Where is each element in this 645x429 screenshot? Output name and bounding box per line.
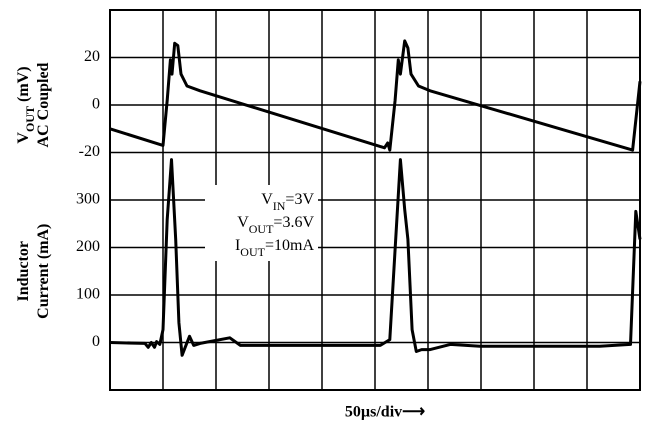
y-tick-label: 0 — [92, 96, 100, 113]
annotation-part: =10mA — [265, 237, 314, 254]
y-tick-label: 200 — [76, 238, 100, 255]
annotation-part: =3V — [285, 191, 314, 208]
y-axis-label: AC Coupled — [35, 62, 52, 147]
annotation-part: =3.6V — [273, 214, 314, 231]
y-axis-label-part: V — [15, 132, 32, 144]
y-tick-label: 100 — [76, 286, 100, 303]
annotation-part: V — [237, 214, 249, 231]
annotation-part: I — [235, 237, 240, 254]
trace — [109, 158, 642, 357]
annotation: IOUT=10mA — [235, 237, 314, 259]
y-axis-label: VOUT (mV) — [15, 66, 37, 143]
y-axis-label: Inductor — [15, 241, 32, 301]
annotation-part: V — [261, 191, 273, 208]
y-axis-label-part: Current (mA) — [35, 224, 52, 319]
annotation-box — [205, 185, 318, 261]
annotation: VOUT=3.6V — [237, 214, 314, 236]
y-axis-label: Current (mA) — [35, 224, 52, 319]
y-axis-label-part: OUT — [23, 106, 37, 132]
y-tick-label: 20 — [84, 48, 100, 65]
y-tick-label: 0 — [92, 333, 100, 350]
y-tick-label: -20 — [79, 143, 100, 160]
trace — [109, 39, 642, 152]
x-axis-label: 50µs/div⟶ — [345, 404, 425, 421]
annotation-part: OUT — [240, 245, 265, 259]
annotation-part: OUT — [249, 222, 274, 236]
annotation-part: IN — [273, 199, 286, 213]
y-tick-label: 300 — [76, 191, 100, 208]
y-axis-label-part: Inductor — [15, 241, 32, 301]
y-axis-label-part: (mV) — [15, 66, 32, 106]
y-axis-label-part: AC Coupled — [35, 62, 52, 147]
annotation: VIN=3V — [261, 191, 314, 213]
